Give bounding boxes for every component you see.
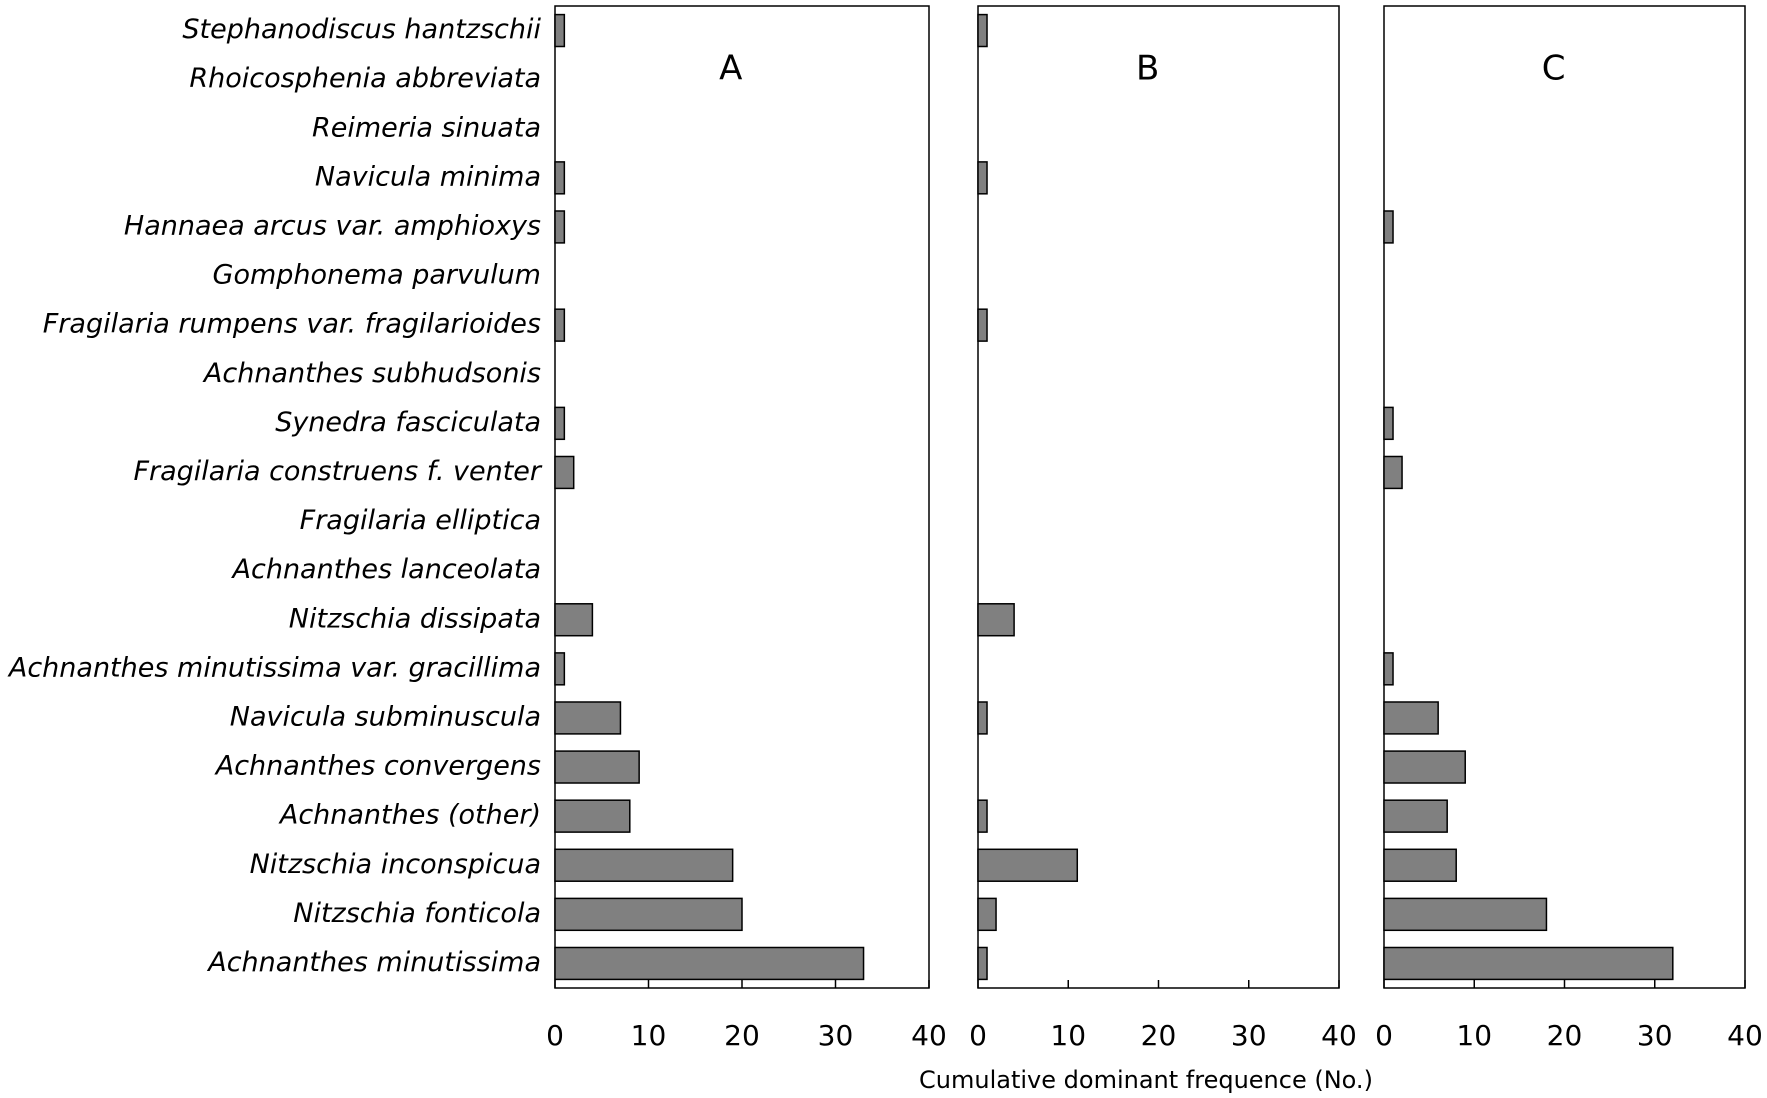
bar bbox=[1383, 799, 1448, 833]
category-label: Synedra fasciculata bbox=[275, 407, 541, 438]
bar bbox=[977, 701, 988, 735]
category-label: Achnanthes lanceolata bbox=[231, 554, 541, 585]
panel-frame bbox=[1383, 5, 1746, 989]
category-label: Achnanthes minutissima bbox=[206, 947, 541, 978]
bar bbox=[1383, 946, 1674, 981]
category-label: Nitzschia dissipata bbox=[289, 603, 541, 634]
category-label: Achnanthes (other) bbox=[278, 800, 541, 831]
panel-title: B bbox=[1136, 49, 1159, 89]
bar bbox=[1383, 210, 1394, 244]
bar bbox=[977, 308, 988, 342]
bar bbox=[554, 848, 734, 882]
category-label: Nitzschia fonticola bbox=[293, 898, 541, 929]
panel-frame bbox=[977, 5, 1340, 989]
bar bbox=[1383, 897, 1548, 932]
bar bbox=[554, 13, 566, 48]
bar bbox=[554, 750, 640, 784]
x-tick-label: 30 bbox=[1231, 1019, 1267, 1052]
category-label: Fragilaria construens f. venter bbox=[133, 456, 542, 487]
bar bbox=[977, 946, 988, 981]
category-label: Nitzschia inconspicua bbox=[250, 849, 541, 880]
category-label: Reimeria sinuata bbox=[312, 112, 541, 143]
x-tick-label: 20 bbox=[724, 1019, 760, 1052]
bar bbox=[1383, 455, 1403, 490]
category-label: Fragilaria rumpens var. fragilarioides bbox=[43, 309, 541, 340]
panel-title: A bbox=[719, 49, 742, 89]
category-label: Gomphonema parvulum bbox=[213, 260, 541, 291]
category-label: Navicula subminuscula bbox=[230, 701, 541, 732]
bar bbox=[1383, 406, 1394, 441]
bar bbox=[554, 161, 566, 195]
bar bbox=[1383, 848, 1457, 882]
bar bbox=[977, 13, 988, 48]
bar bbox=[977, 848, 1079, 882]
x-tick-label: 0 bbox=[1375, 1019, 1393, 1052]
x-tick-label: 40 bbox=[1321, 1019, 1357, 1052]
x-tick-label: 10 bbox=[1456, 1019, 1492, 1052]
bar bbox=[554, 652, 566, 686]
category-label: Achnanthes subhudsonis bbox=[202, 358, 541, 389]
x-tick-label: 40 bbox=[911, 1019, 947, 1052]
bar bbox=[1383, 750, 1466, 784]
bar bbox=[554, 946, 865, 981]
panel-title: C bbox=[1542, 49, 1566, 89]
bar bbox=[1383, 701, 1439, 735]
bar bbox=[554, 210, 566, 244]
category-label: Achnanthes convergens bbox=[214, 751, 541, 782]
bar bbox=[554, 455, 575, 490]
bar bbox=[1383, 652, 1394, 686]
x-tick-label: 40 bbox=[1727, 1019, 1763, 1052]
bar bbox=[554, 308, 566, 342]
category-label: Achnanthes minutissima var. gracillima bbox=[7, 652, 541, 683]
category-label: Rhoicosphenia abbreviata bbox=[189, 63, 541, 94]
bar bbox=[977, 799, 988, 833]
bar bbox=[977, 897, 997, 932]
category-label: Hannaea arcus var. amphioxys bbox=[124, 210, 541, 241]
x-tick-label: 10 bbox=[1050, 1019, 1086, 1052]
category-label: Fragilaria elliptica bbox=[300, 505, 541, 536]
panel-frame bbox=[554, 5, 930, 989]
bar bbox=[554, 897, 743, 932]
x-tick-label: 0 bbox=[969, 1019, 987, 1052]
x-tick-label: 20 bbox=[1141, 1019, 1177, 1052]
bar bbox=[554, 406, 566, 441]
x-tick-label: 30 bbox=[1637, 1019, 1673, 1052]
bar bbox=[554, 603, 594, 637]
x-tick-label: 30 bbox=[818, 1019, 854, 1052]
bar bbox=[977, 603, 1015, 637]
category-label: Stephanodiscus hantzschii bbox=[182, 14, 541, 45]
x-tick-label: 10 bbox=[631, 1019, 667, 1052]
bar bbox=[554, 701, 622, 735]
category-label: Navicula minima bbox=[315, 161, 541, 192]
x-axis-label: Cumulative dominant frequence (No.) bbox=[919, 1066, 1373, 1094]
bar bbox=[554, 799, 631, 833]
x-tick-label: 0 bbox=[546, 1019, 564, 1052]
x-tick-label: 20 bbox=[1547, 1019, 1583, 1052]
bar bbox=[977, 161, 988, 195]
